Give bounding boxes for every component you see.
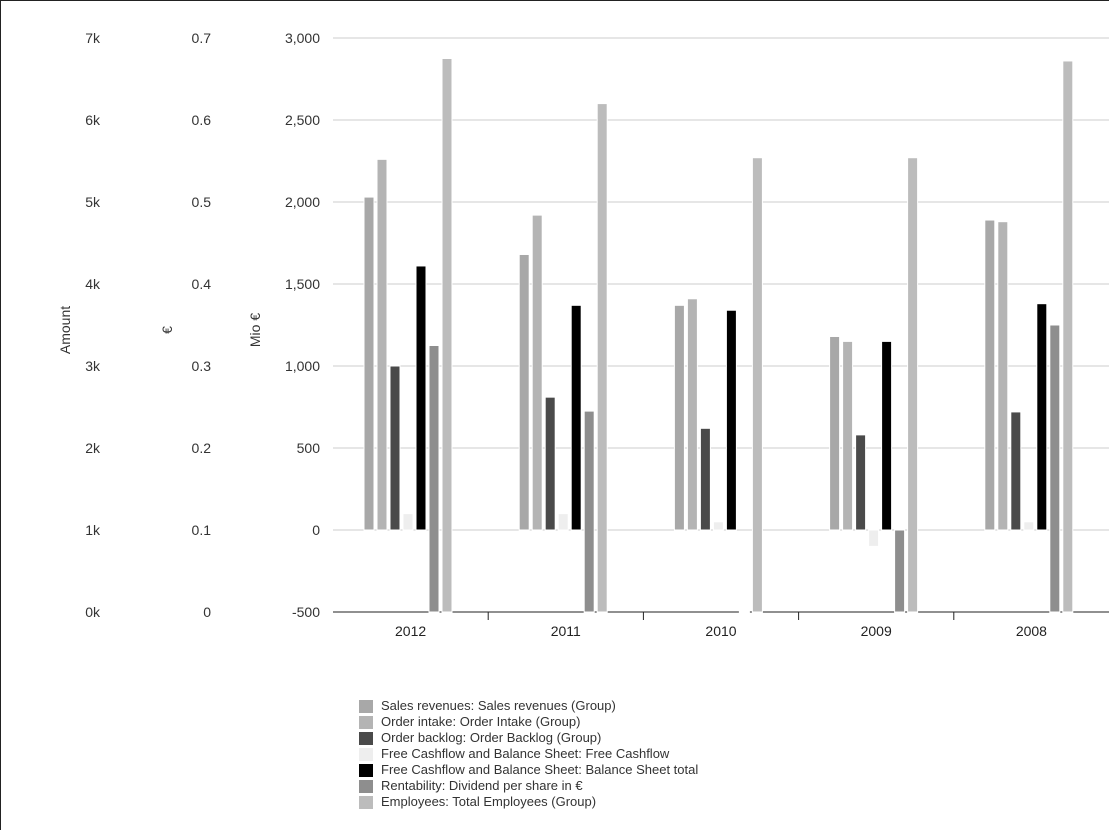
- y-tick-label: 4k: [85, 276, 101, 292]
- x-tick-label: 2008: [1016, 623, 1047, 639]
- y-tick-label: 5k: [85, 194, 101, 210]
- y-tick-label: 0.2: [192, 440, 212, 456]
- bar: [376, 158, 388, 531]
- bar: [531, 214, 543, 531]
- legend-item[interactable]: Employees: Total Employees (Group): [359, 794, 698, 810]
- bar: [415, 265, 427, 531]
- x-tick-label: 2010: [705, 623, 736, 639]
- y-tick-label: 1,500: [285, 276, 320, 292]
- y-axis-title: Mio €: [247, 313, 263, 347]
- legend-swatch: [359, 763, 373, 777]
- bar: [855, 434, 867, 531]
- legend-item[interactable]: Order backlog: Order Backlog (Group): [359, 730, 698, 746]
- legend-item[interactable]: Free Cashflow and Balance Sheet: Balance…: [359, 762, 698, 778]
- legend-label: Rentability: Dividend per share in €: [381, 778, 583, 793]
- bar: [894, 529, 906, 613]
- bar: [997, 221, 1009, 531]
- y-axis-title: €: [159, 326, 175, 334]
- bar: [557, 513, 569, 531]
- bar: [829, 335, 841, 531]
- bar: [1036, 303, 1048, 531]
- chart-legend: Sales revenues: Sales revenues (Group) Or…: [359, 698, 698, 810]
- legend-swatch: [359, 747, 373, 761]
- bar: [428, 345, 440, 613]
- legend-item[interactable]: Order intake: Order Intake (Group): [359, 714, 698, 730]
- y-tick-label: 0: [203, 604, 211, 620]
- bar: [596, 103, 608, 613]
- bar: [402, 513, 414, 531]
- bar: [544, 396, 556, 531]
- y-tick-label: 0.4: [192, 276, 212, 292]
- bar: [363, 196, 375, 531]
- bar: [686, 298, 698, 531]
- bar: [1062, 60, 1074, 613]
- y-tick-label: 6k: [85, 112, 101, 128]
- y-tick-label: 0k: [85, 604, 101, 620]
- legend-label: Order backlog: Order Backlog (Group): [381, 730, 602, 745]
- legend-swatch: [359, 699, 373, 713]
- y-tick-label: 3,000: [285, 30, 320, 46]
- y-tick-label: 1k: [85, 522, 101, 538]
- y-tick-label: 0.1: [192, 522, 212, 538]
- legend-item[interactable]: Rentability: Dividend per share in €: [359, 778, 698, 794]
- bar: [712, 521, 724, 531]
- x-tick-label: 2012: [395, 623, 426, 639]
- bar: [570, 304, 582, 531]
- legend-label: Free Cashflow and Balance Sheet: Balance…: [381, 762, 699, 777]
- bar: [1049, 324, 1061, 613]
- legend-swatch: [359, 795, 373, 809]
- y-tick-label: 0.3: [192, 358, 212, 374]
- bar: [881, 340, 893, 531]
- y-tick-label: 500: [297, 440, 321, 456]
- bar: [725, 309, 737, 531]
- x-tick-label: 2009: [861, 623, 892, 639]
- bar: [751, 157, 763, 613]
- legend-item[interactable]: Free Cashflow and Balance Sheet: Free Ca…: [359, 746, 698, 762]
- bar: [441, 58, 453, 613]
- y-tick-label: 0.6: [192, 112, 212, 128]
- bar: [1010, 411, 1022, 531]
- legend-swatch: [359, 779, 373, 793]
- bar: [984, 219, 996, 531]
- y-tick-label: 0.5: [192, 194, 212, 210]
- y-tick-label: 3k: [85, 358, 101, 374]
- legend-label: Employees: Total Employees (Group): [381, 794, 597, 809]
- legend-label: Free Cashflow and Balance Sheet: Free Ca…: [381, 746, 670, 761]
- bar: [518, 253, 530, 531]
- bar: [842, 340, 854, 531]
- y-tick-label: 1,000: [285, 358, 320, 374]
- bar: [583, 410, 595, 613]
- y-tick-label: 0: [312, 522, 320, 538]
- bar: [868, 529, 880, 547]
- chart-plot: 0k 1k 2k 3k 4k 5k 6k 7k Amount 0 0.1 0.2 0.3 0.4 0.5 0.…: [57, 30, 1109, 639]
- y-tick-label: 2,500: [285, 112, 320, 128]
- y-axis-title: Amount: [57, 306, 73, 354]
- bar: [738, 611, 750, 614]
- legend-label: Sales revenues: Sales revenues (Group): [381, 698, 616, 713]
- legend-swatch: [359, 731, 373, 745]
- bar: [389, 365, 401, 531]
- legend-label: Order intake: Order Intake (Group): [381, 714, 581, 729]
- y-tick-label: 2k: [85, 440, 101, 456]
- y-tick-label: -500: [292, 604, 320, 620]
- y-tick-label: 7k: [85, 30, 101, 46]
- x-tick-label: 2011: [551, 623, 581, 639]
- bar: [699, 427, 711, 531]
- bar: [1023, 521, 1035, 531]
- bar: [673, 304, 685, 531]
- legend-swatch: [359, 715, 373, 729]
- y-tick-label: 2,000: [285, 194, 320, 210]
- bar: [907, 157, 919, 613]
- legend-item[interactable]: Sales revenues: Sales revenues (Group): [359, 698, 698, 714]
- y-tick-label: 0.7: [192, 30, 212, 46]
